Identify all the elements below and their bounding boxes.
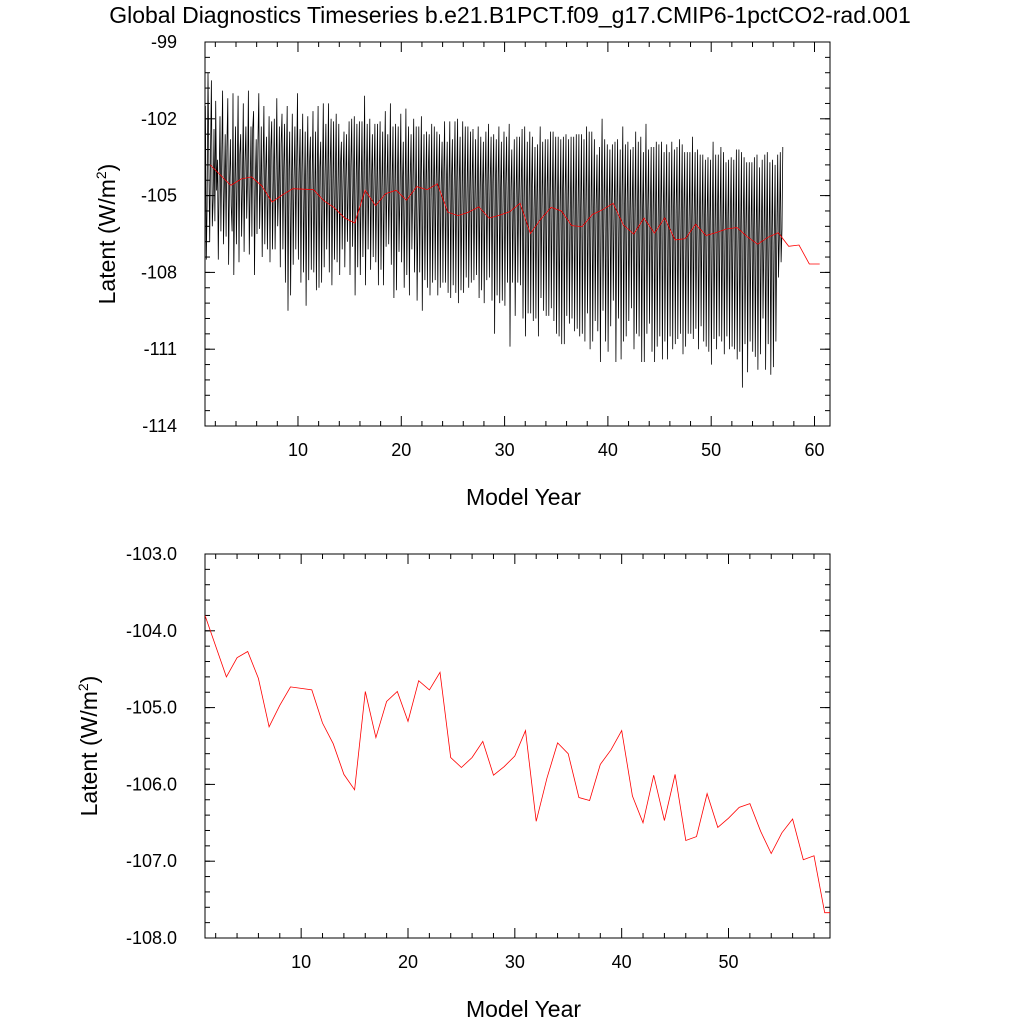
x-tick-label: 60	[804, 440, 824, 460]
y-tick-label: -104.0	[126, 621, 177, 641]
x-tick-label: 40	[598, 440, 618, 460]
series-line-0	[205, 72, 784, 388]
x-tick-label: 30	[505, 952, 525, 972]
y-tick-label: -106.0	[126, 774, 177, 794]
y-tick-label: -108.0	[126, 928, 177, 948]
series-line-0	[205, 615, 830, 914]
y-tick-label: -105.0	[126, 698, 177, 718]
plot-frame	[204, 41, 831, 427]
x-tick-label: 50	[718, 952, 738, 972]
y-tick-label: -108	[141, 262, 177, 282]
y-tick-label: -107.0	[126, 851, 177, 871]
bottom-panel: 10 20 30 40 50 -103.0 -104.0 -105.0 -106.0 -107.0…	[75, 544, 831, 1022]
x-tick-label: 20	[391, 440, 411, 460]
series-line-1	[209, 164, 820, 265]
x-tick-label: 10	[288, 440, 308, 460]
plot-frame	[204, 553, 831, 939]
y-tick-label: -105	[141, 186, 177, 206]
y-tick-label: -103.0	[126, 544, 177, 564]
y-axis-title: Latent (W/m2)	[75, 676, 102, 817]
figure-title: Global Diagnostics Timeseries b.e21.B1PC…	[109, 2, 911, 28]
x-tick-label: 30	[495, 440, 515, 460]
y-tick-label: -99	[151, 32, 177, 52]
x-tick-label: 20	[398, 952, 418, 972]
x-tick-label: 10	[291, 952, 311, 972]
x-axis-title: Model Year	[466, 996, 581, 1022]
y-tick-label: -114	[142, 416, 177, 436]
x-tick-label: 50	[701, 440, 721, 460]
y-tick-label: -111	[144, 339, 177, 359]
top-panel: 10 20 30 40 50 60 -99 -102 -105 -108 -111 -114 Model…	[93, 32, 831, 510]
x-axis-title: Model Year	[466, 484, 581, 510]
x-tick-label: 40	[612, 952, 632, 972]
y-tick-label: -102	[141, 109, 177, 129]
y-axis-title: Latent (W/m2)	[93, 164, 120, 305]
